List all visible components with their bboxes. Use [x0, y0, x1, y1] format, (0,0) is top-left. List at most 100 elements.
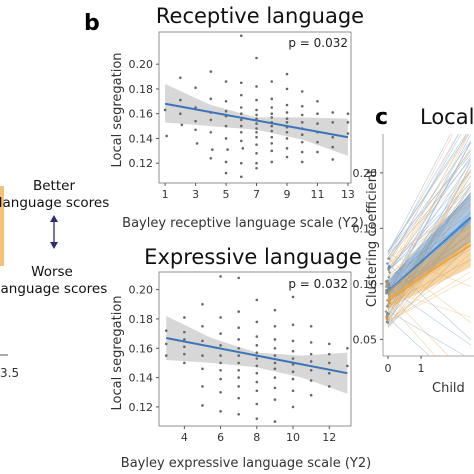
expressive-data-point: [219, 361, 222, 365]
receptive-data-point: [270, 80, 274, 83]
receptive-data-point: [239, 118, 243, 122]
expressive-data-point: [237, 276, 240, 280]
local-data-point: [386, 311, 389, 315]
receptive-data-point: [346, 121, 350, 124]
local-y-tick-label: 0.20: [353, 167, 378, 180]
receptive-data-point: [239, 112, 243, 115]
expressive-data-point: [309, 379, 313, 382]
local-chart-title: Local: [420, 105, 474, 129]
panel-letter-b: b: [84, 11, 100, 36]
local-chart: Local Child Clustering coefficient 0.05 0…: [353, 105, 474, 396]
receptive-data-point: [270, 142, 274, 145]
receptive-x-tick-label: 3: [192, 188, 199, 201]
receptive-data-point: [270, 124, 274, 128]
expressive-data-point: [219, 377, 222, 381]
receptive-data-point: [194, 119, 197, 123]
receptive-data-point: [224, 137, 228, 140]
receptive-data-point: [239, 124, 243, 128]
expressive-y-axis-label: Local segregation: [110, 295, 125, 410]
local-subject-line: [387, 277, 471, 323]
expressive-data-point: [309, 341, 313, 344]
expressive-data-point: [183, 345, 186, 349]
expressive-data-point: [219, 344, 222, 347]
local-y-tick-label: 0.10: [353, 278, 378, 291]
receptive-data-point: [331, 145, 335, 149]
local-series-band-blue: [387, 192, 471, 303]
expressive-data-point: [201, 339, 204, 343]
receptive-data-point: [285, 130, 289, 134]
receptive-data-point: [255, 151, 258, 155]
receptive-data-point: [255, 127, 258, 130]
expressive-x-tick-label: 12: [322, 431, 336, 444]
expressive-data-point: [255, 417, 259, 420]
panel-letter-c: c: [375, 105, 388, 130]
receptive-data-point: [255, 98, 258, 102]
expressive-data-point: [291, 295, 295, 299]
expressive-data-point: [291, 357, 295, 360]
expressive-data-point: [346, 346, 349, 350]
receptive-data-point: [270, 149, 274, 153]
left-colorbar-fragment: [0, 186, 4, 266]
expressive-data-point: [291, 377, 295, 381]
receptive-data-point: [270, 106, 274, 109]
local-subject-line: [387, 169, 471, 308]
receptive-data-point: [270, 160, 274, 164]
expressive-data-point: [183, 338, 186, 341]
receptive-data-point: [239, 130, 243, 134]
receptive-data-point: [255, 56, 258, 60]
local-subject-line: [387, 236, 471, 325]
local-subject-line: [387, 216, 471, 309]
expressive-data-point: [255, 351, 259, 354]
expressive-data-point: [219, 410, 222, 413]
receptive-data-point: [211, 148, 214, 151]
local-data-point: [388, 300, 391, 304]
expressive-data-point: [201, 367, 204, 371]
receptive-p-value: p = 0.032: [288, 36, 348, 50]
expressive-x-axis-label: Bayley expressive language scale (Y2): [121, 456, 371, 471]
local-data-point: [386, 262, 389, 265]
local-data-point: [386, 305, 390, 308]
receptive-data-point: [194, 106, 197, 109]
local-subject-line: [387, 141, 471, 258]
better-label: Better: [33, 178, 75, 194]
expressive-data-point: [255, 344, 259, 347]
expressive-y-tick-label: 0.20: [129, 284, 154, 297]
local-y-tick-label: 0.05: [353, 333, 378, 346]
receptive-chart-title: Receptive language: [156, 4, 364, 28]
receptive-y-tick-label: 0.16: [129, 108, 154, 121]
local-series-line-orange: [387, 244, 472, 301]
receptive-x-tick-label: 13: [341, 188, 355, 201]
expressive-data-point: [309, 368, 313, 372]
receptive-y-axis-label: Local segregation: [110, 52, 125, 167]
local-subject-line: [387, 156, 471, 273]
receptive-data-point: [300, 104, 304, 108]
expressive-data-point: [309, 324, 313, 328]
receptive-data-point: [300, 121, 304, 124]
expressive-data-point: [219, 332, 222, 335]
expressive-chart-title: Expressive language: [144, 245, 362, 269]
expressive-x-tick-label: 6: [217, 431, 224, 444]
local-subject-line: [387, 171, 471, 271]
local-data-point: [388, 257, 391, 260]
local-data-point: [386, 299, 389, 302]
receptive-data-point: [285, 72, 289, 76]
local-subject-line: [387, 212, 471, 276]
local-subject-line: [387, 134, 462, 264]
receptive-data-point: [255, 161, 258, 165]
receptive-data-point: [331, 111, 335, 114]
local-y-tick-label: 0.15: [353, 222, 378, 235]
receptive-data-point: [224, 109, 228, 113]
local-subject-line: [387, 134, 459, 255]
local-subject-line: [387, 175, 471, 311]
expressive-data-point: [273, 308, 277, 312]
expressive-data-point: [273, 420, 277, 423]
receptive-data-point: [194, 86, 197, 89]
receptive-data-point: [300, 150, 304, 154]
local-subject-line: [387, 310, 466, 356]
better-label-2: language scores: [0, 195, 109, 211]
local-data-point: [384, 290, 388, 294]
expressive-data-point: [237, 368, 240, 372]
receptive-y-tick-label: 0.20: [129, 58, 154, 71]
expressive-data-point: [237, 385, 240, 388]
receptive-data-point: [331, 135, 335, 139]
